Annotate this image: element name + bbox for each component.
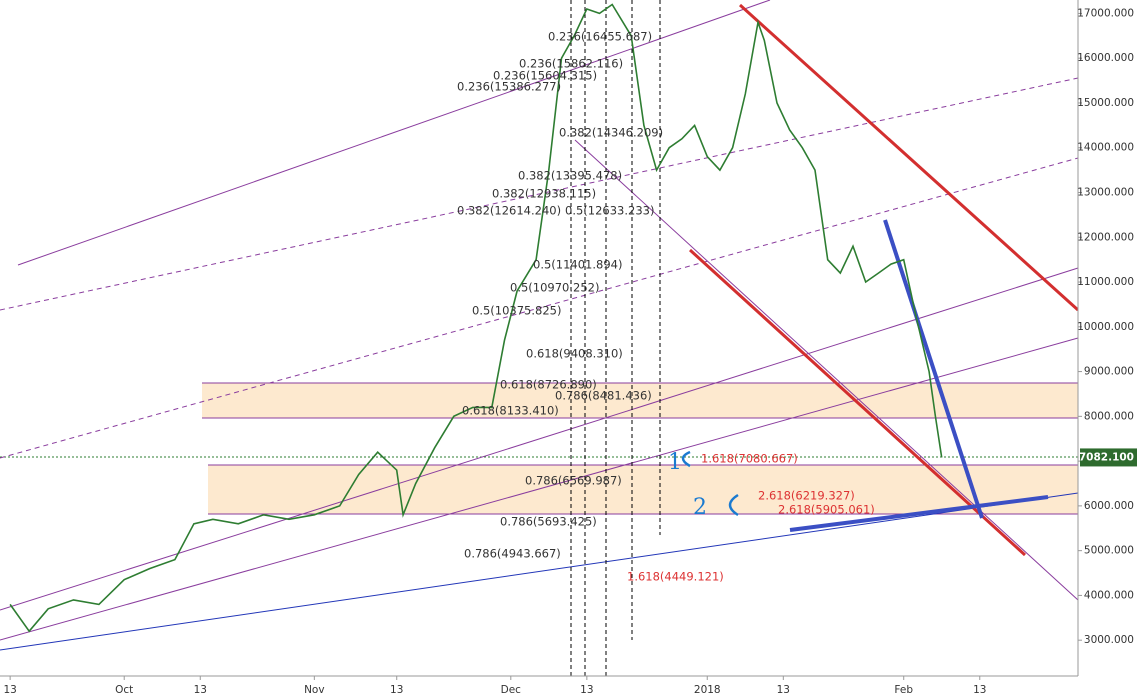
y-tick-label: 3000.000: [1084, 634, 1134, 646]
fib-label: 1.618(7080.667): [701, 452, 798, 466]
fib-label: 0.786(5693.425): [500, 515, 597, 529]
channel-line: [688, 248, 1027, 557]
x-tick-label: 13: [390, 684, 403, 696]
y-tick-label: 13000.000: [1077, 187, 1134, 199]
y-tick-label: 4000.000: [1084, 589, 1134, 601]
trendline: [0, 337, 1079, 641]
price-axis: [1078, 0, 1139, 676]
y-tick-label: 16000.000: [1077, 52, 1134, 64]
handwriting: 1: [668, 450, 682, 475]
handwriting: 2: [693, 495, 707, 520]
fib-label: 0.382(12938.115): [492, 187, 596, 201]
x-tick-label: 2018: [694, 684, 721, 696]
x-tick-label: Nov: [304, 684, 325, 696]
y-tick-label: 12000.000: [1077, 231, 1134, 243]
x-tick-label: 13: [3, 684, 16, 696]
fib-label: 0.5(12633.233): [565, 204, 654, 218]
fib-label: 0.618(9408.310): [526, 347, 623, 361]
fib-label: 0.786(4943.667): [464, 547, 561, 561]
fib-label: 0.786(8481.436): [555, 389, 652, 403]
fib-label: 0.236(16455.687): [548, 30, 652, 44]
trendline: [0, 77, 1079, 311]
fib-label: 2.618(5905.061): [778, 503, 875, 517]
y-tick-label: 5000.000: [1084, 545, 1134, 557]
x-tick-label: Feb: [894, 684, 913, 696]
trendline: [17, 0, 771, 266]
y-tick-label: 14000.000: [1077, 142, 1134, 154]
trendline: [883, 219, 984, 519]
x-tick-label: 13: [194, 684, 207, 696]
fib-label: 0.786(6569.987): [525, 474, 622, 488]
fib-label: 0.5(11401.894): [533, 258, 622, 272]
y-tick-label: 17000.000: [1077, 7, 1134, 19]
trendline: [0, 267, 1079, 611]
fib-label: 0.236(15386.277): [457, 80, 561, 94]
fib-label: 0.5(10970.252): [510, 281, 599, 295]
fib-label: 0.382(12614.240): [457, 204, 561, 218]
fib-label: 0.382(14346.209): [559, 126, 663, 140]
x-tick-label: 13: [973, 684, 986, 696]
y-tick-label: 6000.000: [1084, 500, 1134, 512]
fib-label: 0.5(10375.825): [472, 304, 561, 318]
fib-label: 0.236(15862.116): [519, 57, 623, 71]
y-tick-label: 11000.000: [1077, 276, 1134, 288]
last-price-label: 7082.100: [1079, 451, 1134, 463]
y-tick-label: 15000.000: [1077, 97, 1134, 109]
x-tick-label: 13: [580, 684, 593, 696]
trendline: [0, 157, 1079, 459]
trendline: [574, 139, 1079, 601]
fib-label: 1.618(4449.121): [627, 570, 724, 584]
fib-label: 0.618(8726.890): [500, 378, 597, 392]
fib-label: 0.382(13395.478): [518, 169, 622, 183]
annotations: 0.236(16455.687) 0.236(15862.116) 0.236(…: [457, 30, 875, 584]
price-line: [9, 3, 943, 633]
y-tick-label: 9000.000: [1084, 366, 1134, 378]
x-tick-label: Dec: [501, 684, 522, 696]
last-price-box: [1080, 448, 1137, 467]
x-tick-label: 13: [777, 684, 790, 696]
trendline: [0, 492, 1079, 651]
fib-label: 2.618(6219.327): [758, 489, 855, 503]
channel-line: [738, 3, 1080, 312]
y-tick-label: 8000.000: [1084, 410, 1134, 422]
y-tick-label: 10000.000: [1077, 321, 1134, 333]
handwriting-mark: [681, 450, 739, 517]
trendline: [789, 495, 1049, 532]
fib-label: 0.236(15604.315): [493, 69, 597, 83]
x-tick-label: Oct: [115, 684, 133, 696]
fib-label: 0.618(8133.410): [462, 404, 559, 418]
